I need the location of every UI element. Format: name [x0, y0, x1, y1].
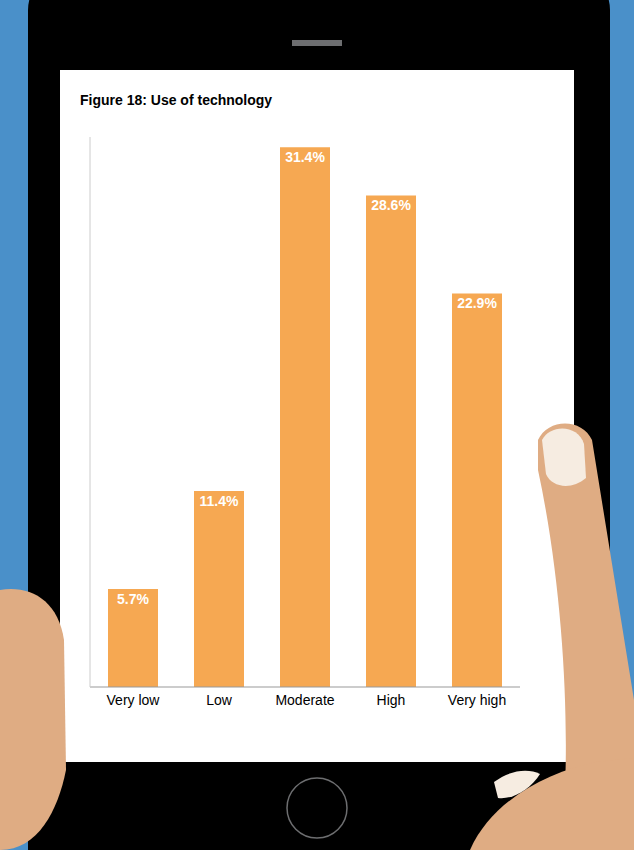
svg-text:11.4%: 11.4%	[200, 493, 239, 509]
svg-text:Very low: Very low	[107, 692, 161, 708]
svg-text:5.7%: 5.7%	[117, 591, 149, 607]
svg-text:Moderate: Moderate	[275, 692, 334, 708]
svg-text:31.4%: 31.4%	[285, 149, 325, 165]
svg-text:22.9%: 22.9%	[457, 295, 497, 311]
svg-text:Low: Low	[206, 692, 233, 708]
svg-text:High: High	[377, 692, 406, 708]
svg-text:Very high: Very high	[448, 692, 506, 708]
svg-text:28.6%: 28.6%	[371, 197, 411, 213]
html-text:Figure 18: Use of technology: Figure 18: Use of technology	[80, 92, 273, 108]
